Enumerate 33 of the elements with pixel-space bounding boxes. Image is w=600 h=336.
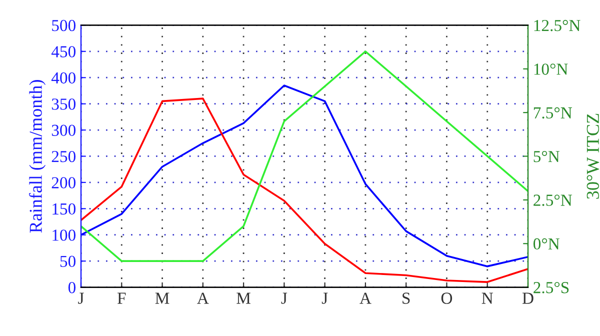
y-tick-label: 500 — [52, 20, 76, 32]
y2-tick-label: 2.5°N — [534, 194, 572, 206]
x-tick-label: D — [522, 292, 534, 304]
x-tick-label: J — [281, 292, 288, 304]
x-tick-label: A — [197, 292, 209, 304]
y-tick-label: 50 — [60, 256, 76, 268]
y2-tick-label: 0°N — [533, 238, 560, 250]
x-tick-label: F — [117, 292, 126, 304]
y-tick-label: 100 — [52, 230, 76, 241]
y-tick-label: 200 — [52, 177, 76, 188]
x-tick-label: J — [322, 292, 328, 304]
y-tick-label: 350 — [52, 98, 76, 110]
y2-tick-label: 10°N — [534, 64, 568, 75]
x-tick-label: A — [360, 292, 372, 304]
y2-tick-label: 12.5°N — [534, 20, 580, 32]
y-tick-label: 150 — [52, 203, 76, 215]
x-tick-label: S — [402, 292, 410, 304]
y-axis-title: Rainfall (mm/month) — [29, 80, 46, 233]
y2-tick-label: 7.5°N — [534, 107, 572, 119]
x-tick-label: M — [236, 292, 250, 304]
x-tick-label: N — [482, 292, 493, 304]
y-tick-label: 450 — [51, 46, 76, 58]
y-tick-label: 400 — [51, 72, 76, 84]
y-tick-label: 250 — [52, 150, 76, 162]
y-tick-label: 0 — [68, 282, 76, 294]
x-tick-label: J — [78, 292, 84, 304]
y2-tick-label: 5°N — [534, 150, 560, 162]
x-tick-label: M — [155, 292, 170, 304]
y-tick-label: 300 — [52, 124, 76, 136]
y2-axis-title: 30°W ITCZ — [586, 114, 600, 199]
x-tick-label: O — [441, 292, 452, 304]
y2-tick-label: 2.5°S — [534, 282, 569, 294]
line-series — [81, 50, 528, 262]
